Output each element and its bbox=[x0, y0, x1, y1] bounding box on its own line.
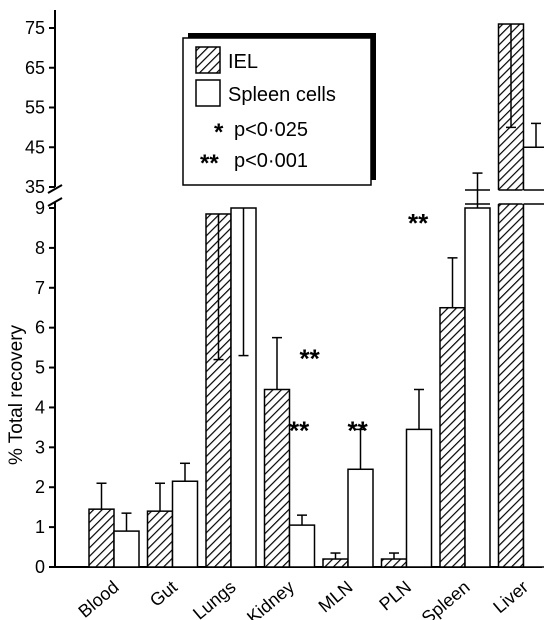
bar-break-gap bbox=[497, 190, 525, 204]
category-label: Lungs bbox=[189, 577, 239, 620]
legend-shadow-top bbox=[188, 33, 376, 38]
legend-label: IEL bbox=[228, 51, 258, 73]
bar-spleen-cells bbox=[347, 468, 374, 568]
axis-break-mark bbox=[47, 184, 63, 194]
bar-spleen-cells bbox=[171, 480, 199, 568]
y-tick-label: 6 bbox=[35, 318, 45, 338]
legend-swatch bbox=[195, 79, 221, 107]
y-tick-label: 1 bbox=[35, 517, 45, 537]
category-label: Liver bbox=[489, 577, 532, 617]
y-tick-label: 2 bbox=[35, 477, 45, 497]
y-tick-label: 55 bbox=[25, 98, 45, 118]
category-label: PLN bbox=[375, 577, 415, 615]
bar-iel bbox=[322, 558, 349, 568]
y-tick-label: 75 bbox=[25, 18, 45, 38]
y-tick-label: 8 bbox=[35, 238, 45, 258]
significance-marker: ** bbox=[348, 415, 369, 445]
legend-swatch bbox=[195, 46, 221, 74]
category-label: Blood bbox=[74, 577, 122, 620]
category-label: MLN bbox=[315, 577, 357, 617]
legend-shadow-right bbox=[371, 33, 376, 180]
bar-spleen-cells bbox=[522, 146, 544, 568]
y-tick-label: 5 bbox=[35, 358, 45, 378]
y-tick-label: 3 bbox=[35, 437, 45, 457]
legend: IEL Spleen cells* p<0·025 ** p<0·001 bbox=[182, 33, 376, 186]
legend-label: p<0·001 bbox=[234, 150, 308, 172]
error-bars bbox=[96, 24, 541, 560]
bar-iel bbox=[380, 558, 408, 568]
y-tick-label: 0 bbox=[35, 557, 45, 577]
significance-marker: ** bbox=[300, 344, 321, 374]
legend-symbol: ** bbox=[200, 150, 219, 177]
bar-iel bbox=[439, 306, 466, 568]
category-label: Gut bbox=[146, 577, 181, 611]
bar-spleen-cells bbox=[464, 207, 491, 568]
bar-iel bbox=[263, 388, 291, 568]
legend-label: p<0·025 bbox=[234, 119, 308, 141]
bar-spleen-cells bbox=[288, 524, 316, 568]
bar-iel bbox=[88, 508, 115, 568]
bar-spleen-cells bbox=[405, 428, 433, 568]
y-tick-label: 65 bbox=[25, 58, 45, 78]
bars bbox=[88, 23, 544, 568]
legend-label: Spleen cells bbox=[228, 84, 336, 106]
bar-spleen-cells bbox=[113, 530, 140, 568]
bar-break-gap bbox=[522, 190, 544, 204]
y-axis-label: % Total recovery bbox=[6, 324, 27, 465]
category-label: Spleen bbox=[418, 577, 474, 620]
significance-marker: ** bbox=[408, 208, 429, 238]
y-tick-label: 7 bbox=[35, 278, 45, 298]
significance-marker: ** bbox=[289, 415, 310, 445]
category-labels: Blood Gut Lungs Kidney MLN PLN Spleen Liver bbox=[74, 577, 532, 620]
bar-iel bbox=[146, 510, 174, 568]
y-tick-label: 35 bbox=[25, 177, 45, 197]
category-label: Kidney bbox=[243, 577, 298, 620]
y-tick-label: 9 bbox=[35, 198, 45, 218]
y-tick-label: 45 bbox=[25, 137, 45, 157]
y-tick-label: 4 bbox=[35, 397, 45, 417]
significance-markers: ********* bbox=[289, 208, 429, 445]
legend-symbol: * bbox=[214, 119, 224, 146]
axis-break-mark bbox=[47, 197, 63, 207]
